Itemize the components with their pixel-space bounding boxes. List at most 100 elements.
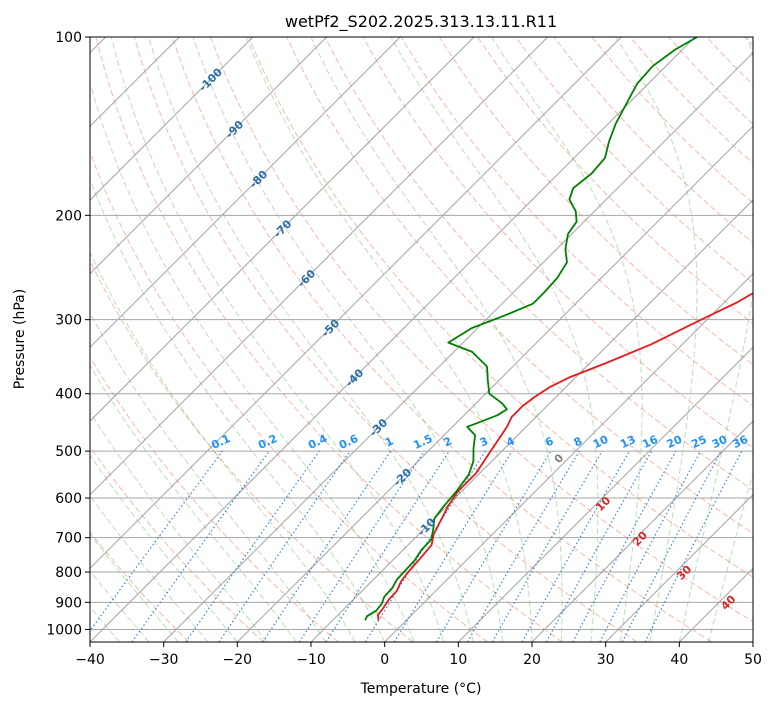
mixing-ratio-line bbox=[572, 450, 677, 642]
mixing-ratio-label: 25 bbox=[689, 433, 708, 451]
y-tick-label: 600 bbox=[55, 491, 82, 507]
mixing-ratio-label: 13 bbox=[618, 433, 637, 451]
moist-adiabat-label: 0 bbox=[552, 451, 567, 466]
dry-adiabat bbox=[477, 37, 753, 325]
mixing-ratio-label: 0.4 bbox=[306, 432, 329, 452]
moist-adiabat bbox=[310, 37, 563, 642]
chart-title: wetPf2_S202.2025.313.13.11.R11 bbox=[285, 12, 557, 32]
moist-adiabat-label: 10 bbox=[593, 494, 613, 514]
mixing-ratio-label: 30 bbox=[710, 433, 730, 451]
moist-adiabat bbox=[708, 470, 753, 642]
mixing-ratio-line bbox=[521, 450, 631, 642]
isotherm bbox=[90, 37, 401, 349]
mixing-ratio-line bbox=[393, 450, 513, 642]
x-tick-label: 20 bbox=[523, 652, 541, 668]
plot-frame bbox=[89, 36, 754, 643]
moist-adiabat bbox=[678, 37, 753, 642]
isotherm bbox=[90, 37, 475, 422]
dry-adiabat bbox=[400, 37, 753, 407]
moist-adiabat bbox=[90, 81, 415, 642]
profile-series bbox=[364, 37, 753, 621]
dry-adiabat bbox=[629, 37, 753, 165]
moist-adiabat bbox=[148, 37, 474, 642]
dry-adiabat bbox=[553, 37, 753, 244]
y-tick-label: 300 bbox=[55, 313, 82, 329]
x-tick-label: −20 bbox=[223, 652, 253, 668]
x-tick-label: 10 bbox=[449, 652, 467, 668]
moist-adiabat bbox=[90, 177, 386, 642]
x-axis-label: Temperature (°C) bbox=[360, 681, 482, 697]
mixing-ratio-label: 0.1 bbox=[209, 432, 232, 452]
isotherm bbox=[90, 37, 549, 496]
isotherm bbox=[457, 346, 753, 642]
y-tick-label: 900 bbox=[55, 595, 82, 611]
dry-adiabat bbox=[706, 37, 753, 86]
dry-adiabat bbox=[90, 355, 339, 642]
dry-adiabat bbox=[90, 531, 190, 642]
isotherm bbox=[752, 641, 753, 642]
x-tick-label: −10 bbox=[296, 652, 326, 668]
y-tick-label: 800 bbox=[55, 565, 82, 581]
isotherm bbox=[90, 37, 254, 201]
moist-adiabat-label: 40 bbox=[718, 592, 738, 612]
dry-adiabat bbox=[591, 37, 753, 204]
mixing-ratio-line bbox=[466, 450, 580, 642]
isotherm bbox=[90, 37, 696, 642]
x-tick-label: 30 bbox=[597, 652, 615, 668]
isotherm bbox=[90, 37, 328, 275]
moist-adiabat bbox=[490, 37, 643, 642]
moist-adiabat bbox=[110, 37, 445, 642]
isotherm bbox=[236, 125, 753, 642]
y-tick-label: 1000 bbox=[46, 622, 82, 638]
moist-adiabat bbox=[90, 311, 327, 642]
dewpoint-profile bbox=[364, 37, 698, 621]
dry-adiabat bbox=[324, 37, 753, 491]
x-tick-label: 50 bbox=[744, 652, 762, 668]
mixing-ratio-label: 1 bbox=[383, 434, 395, 449]
dry-adiabat bbox=[210, 37, 753, 623]
moist-adiabat bbox=[615, 37, 698, 642]
dry-adiabat bbox=[133, 37, 638, 642]
y-axis-label: Pressure (hPa) bbox=[12, 289, 28, 389]
dry-adiabat bbox=[438, 37, 753, 365]
moist-adiabat-label: 20 bbox=[630, 529, 650, 549]
background-lines bbox=[90, 37, 753, 642]
isotherm bbox=[605, 493, 753, 642]
mixing-ratio-label: 6 bbox=[543, 434, 556, 449]
moist-adiabat-label: 30 bbox=[674, 562, 694, 582]
mixing-ratio-label: 3 bbox=[478, 434, 490, 449]
mixing-ratio-label: 36 bbox=[731, 433, 751, 451]
x-tick-label: −40 bbox=[75, 652, 105, 668]
y-tick-label: 200 bbox=[55, 208, 82, 224]
mixing-ratio-line bbox=[435, 450, 552, 642]
moist-adiabat bbox=[90, 454, 238, 642]
y-tick-label: 400 bbox=[55, 387, 82, 403]
isotherm bbox=[90, 37, 622, 570]
moist-adiabat bbox=[90, 494, 209, 642]
dry-adiabat bbox=[286, 37, 753, 534]
moist-adiabat bbox=[245, 37, 533, 642]
mixing-ratio-line bbox=[491, 450, 603, 642]
isotherm bbox=[678, 567, 753, 642]
x-tick-label: 0 bbox=[380, 652, 389, 668]
mixing-ratio-line bbox=[325, 450, 450, 642]
moist-adiabat bbox=[192, 37, 503, 642]
moist-adiabat bbox=[90, 364, 297, 642]
mixing-ratio-label: 16 bbox=[640, 433, 660, 451]
dry-adiabat bbox=[744, 37, 753, 47]
mixing-ratio-line bbox=[218, 450, 351, 642]
mixing-ratio-label: 8 bbox=[572, 434, 584, 449]
dry-adiabat bbox=[515, 37, 753, 284]
dry-adiabat bbox=[95, 37, 563, 642]
y-tick-label: 500 bbox=[55, 444, 82, 460]
y-axis: 100 200 300 400 500 600 700 800 900 1000 bbox=[46, 30, 90, 638]
y-tick-label: 100 bbox=[55, 30, 82, 46]
mixing-ratio-label: 10 bbox=[591, 433, 611, 451]
dry-adiabat bbox=[668, 37, 753, 125]
y-tick-label: 700 bbox=[55, 531, 82, 547]
moist-adiabat bbox=[90, 411, 268, 642]
mixing-ratio-line bbox=[545, 450, 653, 642]
moist-adiabat bbox=[90, 251, 356, 642]
isotherm bbox=[384, 272, 753, 642]
